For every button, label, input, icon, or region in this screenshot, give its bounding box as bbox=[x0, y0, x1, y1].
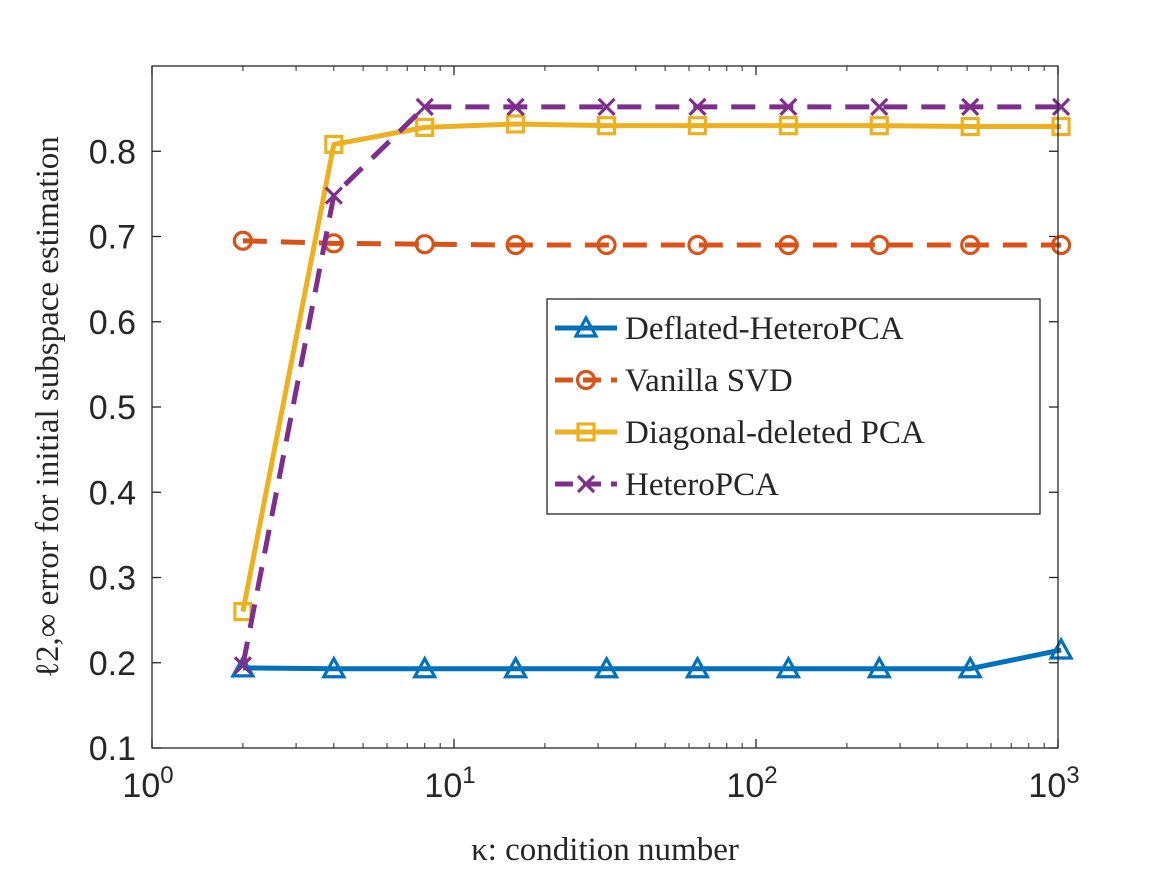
circle-marker bbox=[414, 234, 435, 255]
series-line bbox=[240, 121, 1062, 613]
x-marker-stroke bbox=[324, 186, 343, 205]
square-marker bbox=[960, 116, 980, 137]
y-tick-labels: 0.1 0.2 0.3 0.4 0.5 0.6 0.7 0.8 bbox=[89, 133, 136, 768]
x-marker bbox=[324, 186, 343, 205]
y-tick-label: 0.7 bbox=[89, 219, 136, 257]
x-marker-stroke bbox=[233, 656, 253, 675]
square-marker bbox=[1051, 116, 1071, 137]
triangle-marker bbox=[957, 655, 983, 679]
x-marker bbox=[233, 656, 253, 675]
y-tick-label: 0.5 bbox=[89, 389, 136, 427]
series-line bbox=[242, 647, 1062, 672]
y-tick-label: 0.4 bbox=[89, 474, 136, 512]
x-marker-stroke bbox=[597, 97, 616, 117]
square-marker bbox=[324, 134, 344, 155]
series-line bbox=[240, 104, 1062, 666]
legend-entry-vanilla-svd: Vanilla SVD bbox=[555, 363, 793, 399]
legend-entries: Deflated-HeteroPCA Vanilla SVD Diagonal-de… bbox=[555, 311, 925, 503]
circle-marker bbox=[505, 234, 526, 256]
square-marker bbox=[778, 116, 798, 136]
square-marker bbox=[596, 116, 617, 136]
square-marker bbox=[687, 116, 708, 136]
x-marker-stroke bbox=[576, 474, 596, 494]
series-vanilla-svd bbox=[232, 230, 1072, 256]
legend-entry-deflated-heteropca: Deflated-HeteroPCA bbox=[555, 311, 904, 347]
series-heteropca bbox=[233, 97, 1071, 675]
x-marker-stroke bbox=[779, 97, 798, 117]
x-axis-label: κ: condition number bbox=[471, 832, 739, 868]
square-marker bbox=[506, 114, 526, 134]
plot-frame bbox=[151, 65, 1059, 749]
series-diagonal-deleted-pca bbox=[233, 114, 1071, 622]
series-line bbox=[242, 238, 1062, 248]
legend-entry-heteropca: HeteroPCA bbox=[555, 467, 779, 503]
circle-marker bbox=[596, 234, 617, 256]
square-marker bbox=[415, 117, 435, 137]
x-marker bbox=[597, 97, 616, 117]
x-marker-stroke bbox=[506, 97, 525, 117]
x-marker bbox=[576, 474, 596, 494]
x-marker bbox=[1051, 97, 1071, 117]
square-marker bbox=[869, 116, 889, 136]
triangle-marker bbox=[775, 655, 802, 679]
x-marker-stroke bbox=[870, 97, 889, 117]
triangle-marker bbox=[684, 655, 711, 679]
legend-label: Vanilla SVD bbox=[625, 363, 793, 399]
circle-marker bbox=[232, 230, 254, 251]
x-marker bbox=[415, 97, 434, 117]
triangle-marker bbox=[412, 655, 438, 679]
legend-label: Deflated-HeteroPCA bbox=[625, 311, 904, 347]
legend-label: Diagonal-deleted PCA bbox=[625, 415, 925, 451]
legend-entry-diagonal-deleted-pca: Diagonal-deleted PCA bbox=[555, 415, 925, 451]
y-tick-label: 0.3 bbox=[89, 560, 136, 598]
x-marker-stroke bbox=[961, 97, 980, 117]
triangle-marker bbox=[593, 655, 620, 679]
x-marker-stroke bbox=[1051, 97, 1071, 117]
circle-marker bbox=[687, 234, 708, 256]
triangle-marker bbox=[866, 655, 893, 679]
triangle-marker bbox=[230, 654, 256, 678]
square-marker bbox=[576, 422, 596, 442]
x-tick-label: 101 bbox=[424, 762, 475, 805]
circle-marker bbox=[869, 234, 890, 256]
y-tick-label: 0.2 bbox=[89, 645, 136, 683]
y-tick-label: 0.1 bbox=[89, 730, 136, 768]
triangle-marker bbox=[321, 655, 347, 679]
circle-marker bbox=[1051, 234, 1072, 256]
x-tick-label: 100 bbox=[122, 762, 173, 805]
series-layer bbox=[230, 97, 1074, 679]
y-tick-label: 0.6 bbox=[89, 304, 136, 342]
x-marker-stroke bbox=[688, 97, 707, 117]
x-marker bbox=[870, 97, 889, 117]
circle-marker bbox=[960, 234, 981, 256]
triangle-marker bbox=[502, 655, 529, 679]
x-tick-label: 103 bbox=[1028, 762, 1079, 805]
triangle-marker bbox=[1048, 636, 1074, 660]
x-marker bbox=[961, 97, 980, 117]
x-marker bbox=[506, 97, 525, 117]
x-marker bbox=[688, 97, 707, 117]
legend-label: HeteroPCA bbox=[625, 467, 779, 503]
circle-marker bbox=[575, 369, 597, 391]
series-deflated-heteropca bbox=[230, 636, 1074, 679]
y-tick-label: 0.8 bbox=[89, 133, 136, 171]
x-marker bbox=[779, 97, 798, 117]
circle-marker bbox=[778, 234, 799, 256]
triangle-marker bbox=[573, 314, 599, 338]
legend-box bbox=[546, 298, 1041, 515]
legend: Deflated-HeteroPCA Vanilla SVD Diagonal-de… bbox=[546, 298, 1041, 515]
x-tick-labels: 100 101 102 103 bbox=[122, 762, 1079, 805]
x-tick-label: 102 bbox=[726, 762, 777, 805]
y-axis-label: ℓ2,∞ error for initial subspace estimati… bbox=[30, 136, 66, 678]
x-marker-stroke bbox=[415, 97, 434, 117]
